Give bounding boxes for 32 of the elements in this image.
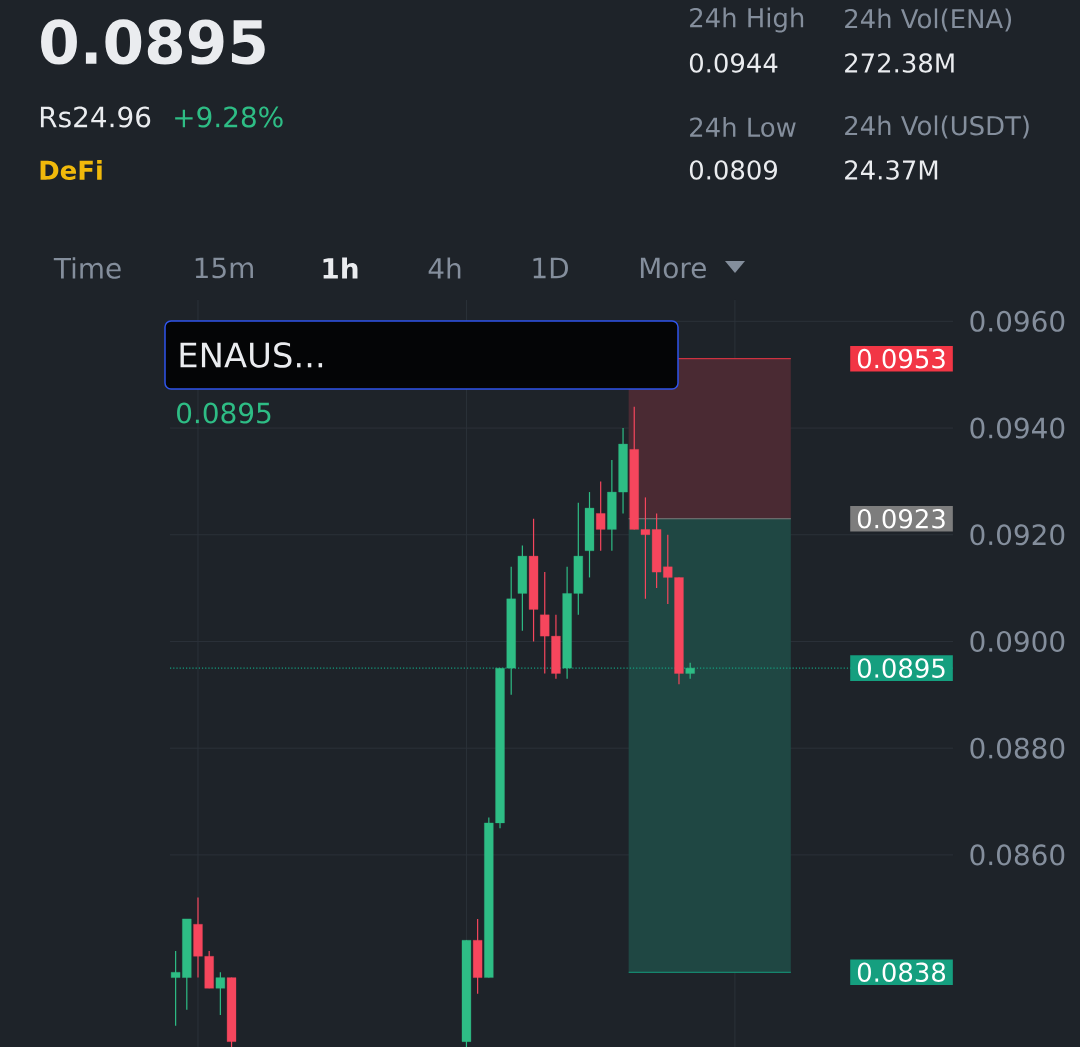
candlestick xyxy=(215,971,225,1016)
candlestick xyxy=(596,480,606,552)
text: DeFi xyxy=(40,160,102,181)
text: 0.0944 xyxy=(689,53,778,73)
ref-line-label: 0.0895 xyxy=(857,658,945,679)
text: More xyxy=(640,257,706,279)
text: 0.0809 xyxy=(689,160,777,180)
ref-line-label: 0.0838 xyxy=(857,962,946,983)
text: 1h xyxy=(323,257,358,279)
text: 4h xyxy=(428,257,461,279)
text: 24h Vol(ENA) xyxy=(845,8,1012,32)
ref-line-label: 0.0953 xyxy=(857,348,945,369)
text: 1D xyxy=(533,257,568,279)
y-tick-label: 0.0860 xyxy=(970,844,1065,866)
annotation: 0.0895 xyxy=(177,402,271,424)
y-tick-label: 0.0900 xyxy=(970,631,1065,653)
y-tick-label: 0.0880 xyxy=(970,737,1065,759)
text: 24.37M xyxy=(845,160,938,180)
ref-line-label: 0.0923 xyxy=(857,509,945,529)
text: 15m xyxy=(195,257,253,279)
text: 24h High xyxy=(690,7,804,33)
text: +9.28% xyxy=(175,106,283,128)
y-tick-label: 0.0920 xyxy=(970,524,1065,546)
y-tick-label: 0.0960 xyxy=(970,310,1065,332)
y-tick-label: 0.0940 xyxy=(970,417,1065,439)
annotation: ENAUS... xyxy=(180,342,323,368)
text: Rs24.96 xyxy=(40,106,151,128)
chart-title: 0.0895 xyxy=(41,19,265,65)
text: Time xyxy=(53,257,121,279)
text: 272.38M xyxy=(845,53,954,73)
text: 24h Vol(USDT) xyxy=(845,115,1029,139)
text: 24h Low xyxy=(690,117,796,138)
